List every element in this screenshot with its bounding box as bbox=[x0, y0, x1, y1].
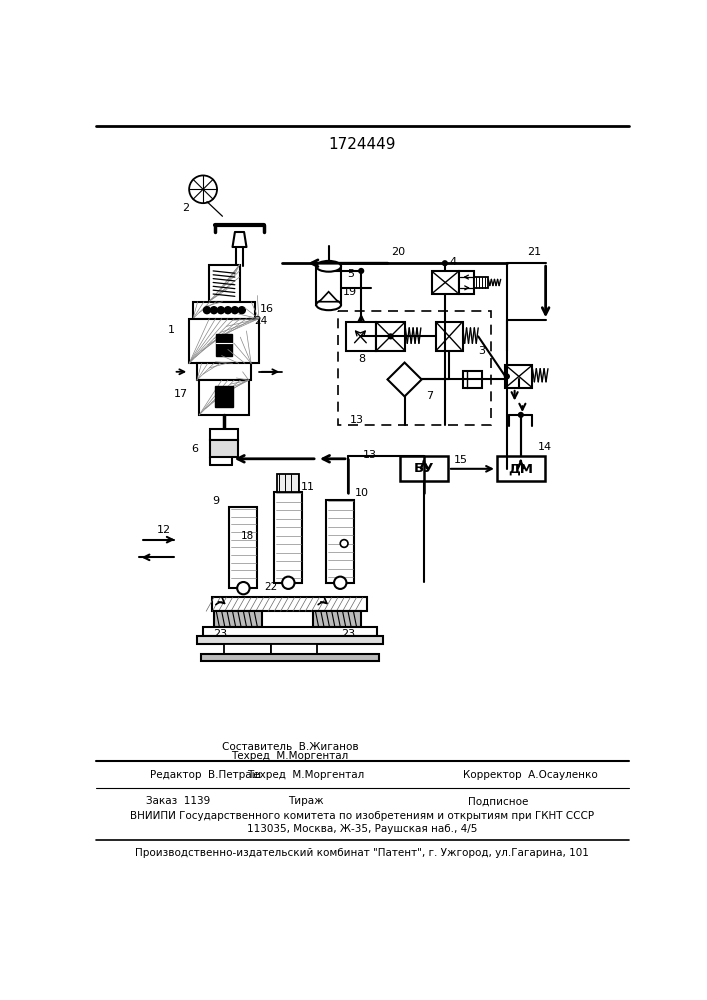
Bar bbox=[346, 322, 376, 351]
Text: 23: 23 bbox=[341, 629, 355, 639]
Bar bbox=[400, 456, 448, 481]
Ellipse shape bbox=[316, 299, 341, 310]
Text: 6: 6 bbox=[191, 444, 198, 454]
Circle shape bbox=[504, 373, 510, 379]
Circle shape bbox=[325, 260, 332, 266]
Bar bbox=[474, 277, 489, 288]
Bar bbox=[209, 265, 240, 302]
Circle shape bbox=[387, 333, 394, 339]
Bar bbox=[216, 386, 233, 407]
Circle shape bbox=[358, 268, 364, 274]
Bar bbox=[224, 644, 271, 654]
Circle shape bbox=[518, 412, 524, 418]
Circle shape bbox=[237, 582, 250, 594]
Bar bbox=[216, 334, 232, 356]
Text: 21: 21 bbox=[527, 247, 541, 257]
Bar bbox=[506, 365, 532, 388]
Circle shape bbox=[334, 577, 346, 589]
Text: 3: 3 bbox=[479, 346, 486, 356]
Text: 1724449: 1724449 bbox=[328, 137, 396, 152]
Text: ДМ: ДМ bbox=[508, 462, 533, 475]
Text: Тираж: Тираж bbox=[288, 796, 323, 806]
Circle shape bbox=[189, 175, 217, 203]
Bar bbox=[214, 611, 262, 627]
Circle shape bbox=[204, 307, 211, 314]
Bar bbox=[199, 380, 249, 415]
Text: 16: 16 bbox=[259, 304, 274, 314]
Text: Техред  М.Моргентал: Техред М.Моргентал bbox=[231, 751, 349, 761]
Ellipse shape bbox=[316, 261, 341, 272]
Bar bbox=[201, 654, 379, 661]
Text: 10: 10 bbox=[355, 488, 369, 498]
Circle shape bbox=[340, 540, 348, 547]
Text: 22: 22 bbox=[264, 582, 278, 592]
Bar bbox=[197, 636, 383, 644]
Bar bbox=[436, 322, 462, 351]
Bar bbox=[212, 597, 368, 611]
Text: 14: 14 bbox=[538, 442, 552, 452]
Bar bbox=[459, 271, 474, 294]
Bar bbox=[313, 611, 361, 627]
Text: ВНИИПИ Государственного комитета по изобретениям и открытиям при ГКНТ СССР: ВНИИПИ Государственного комитета по изоб… bbox=[130, 811, 594, 821]
Text: Техред  М.Моргентал: Техред М.Моргентал bbox=[247, 770, 364, 780]
Text: БУ: БУ bbox=[414, 462, 434, 475]
Bar bbox=[189, 319, 259, 363]
Bar bbox=[376, 322, 405, 351]
Bar bbox=[338, 311, 491, 425]
Bar bbox=[210, 429, 238, 440]
Polygon shape bbox=[387, 363, 421, 396]
Text: 19: 19 bbox=[344, 287, 357, 297]
Circle shape bbox=[238, 307, 245, 314]
Text: 7: 7 bbox=[426, 391, 433, 401]
Circle shape bbox=[231, 307, 238, 314]
Circle shape bbox=[282, 577, 295, 589]
Circle shape bbox=[218, 307, 224, 314]
Text: 15: 15 bbox=[453, 455, 467, 465]
Text: 1: 1 bbox=[168, 325, 175, 335]
Bar bbox=[462, 371, 482, 388]
Text: Подписное: Подписное bbox=[468, 796, 529, 806]
Text: 2: 2 bbox=[182, 203, 189, 213]
Text: Заказ  1139: Заказ 1139 bbox=[146, 796, 211, 806]
Text: Корректор  А.Осауленко: Корректор А.Осауленко bbox=[463, 770, 597, 780]
Text: 8: 8 bbox=[358, 354, 366, 364]
Text: 5: 5 bbox=[347, 269, 354, 279]
Bar bbox=[197, 363, 251, 380]
Text: 113035, Москва, Ж-35, Раушская наб., 4/5: 113035, Москва, Ж-35, Раушская наб., 4/5 bbox=[247, 824, 477, 834]
Text: 4: 4 bbox=[450, 257, 457, 267]
Text: 24: 24 bbox=[255, 316, 268, 326]
Bar bbox=[193, 302, 255, 319]
Text: 20: 20 bbox=[391, 247, 405, 257]
Bar bbox=[210, 440, 238, 457]
Text: Редактор  В.Петраш: Редактор В.Петраш bbox=[151, 770, 262, 780]
Bar bbox=[230, 507, 257, 588]
Bar bbox=[274, 492, 303, 583]
Circle shape bbox=[247, 319, 252, 323]
Text: Производственно-издательский комбинат "Патент", г. Ужгород, ул.Гагарина, 101: Производственно-издательский комбинат "П… bbox=[135, 848, 589, 858]
Polygon shape bbox=[320, 292, 338, 302]
Bar bbox=[271, 644, 317, 654]
Bar bbox=[327, 500, 354, 583]
Bar bbox=[497, 456, 545, 481]
Bar bbox=[432, 271, 459, 294]
Circle shape bbox=[224, 307, 231, 314]
Text: 18: 18 bbox=[240, 531, 254, 541]
Text: 23: 23 bbox=[213, 629, 227, 639]
Text: Составитель  В.Жиганов: Составитель В.Жиганов bbox=[221, 742, 358, 752]
Circle shape bbox=[442, 260, 448, 266]
Text: 13: 13 bbox=[350, 415, 364, 425]
Text: 17: 17 bbox=[175, 389, 189, 399]
Text: 9: 9 bbox=[213, 496, 220, 506]
Text: 11: 11 bbox=[300, 482, 315, 492]
Bar bbox=[316, 266, 341, 305]
Bar bbox=[203, 627, 377, 636]
Text: 13: 13 bbox=[363, 450, 377, 460]
Bar bbox=[277, 474, 299, 492]
Text: 12: 12 bbox=[157, 525, 171, 535]
Circle shape bbox=[211, 307, 218, 314]
